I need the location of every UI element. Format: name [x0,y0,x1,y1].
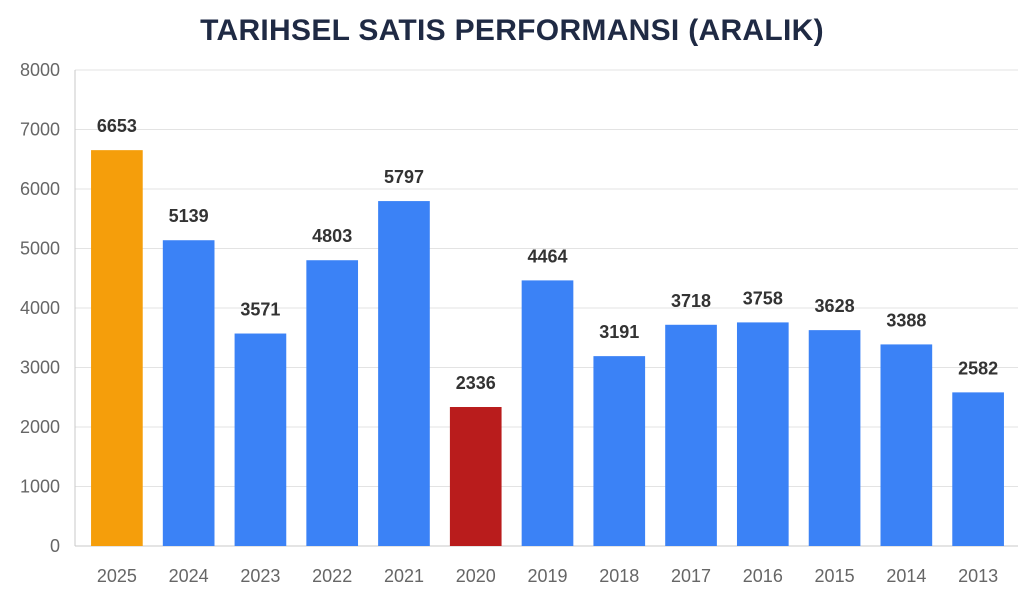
bar-2025 [91,150,143,547]
y-tick-label-7000: 7000 [20,120,60,140]
bar-2015 [808,330,861,546]
bar-2016 [736,322,789,546]
y-tick-label-5000: 5000 [20,239,60,259]
y-tick-label-8000: 8000 [20,60,60,80]
bar-2013 [952,392,1004,546]
x-tick-label-2016: 2016 [743,566,783,586]
x-tick-label-2020: 2020 [456,566,496,586]
bar-2019 [521,280,574,546]
x-tick-label-2024: 2024 [169,566,209,586]
x-tick-label-2017: 2017 [671,566,711,586]
data-label-2018: 3191 [599,322,639,342]
x-tick-label-2018: 2018 [599,566,639,586]
chart-title: TARIHSEL SATIS PERFORMANSI (ARALIK) [200,14,824,47]
data-label-2025: 6653 [97,116,137,136]
x-tick-label-2022: 2022 [312,566,352,586]
x-tick-label-2023: 2023 [240,566,280,586]
y-tick-label-6000: 6000 [20,179,60,199]
bar-2021 [378,201,430,547]
bar-2023 [234,333,287,546]
data-label-2019: 4464 [527,246,567,266]
data-label-2021: 5797 [384,167,424,187]
x-tick-label-2015: 2015 [815,566,855,586]
bar-2022 [306,260,359,546]
data-label-2015: 3628 [815,296,855,316]
data-label-2014: 3388 [886,310,926,330]
data-label-2017: 3718 [671,291,711,311]
bar-2018 [593,356,646,546]
x-tick-label-2021: 2021 [384,566,424,586]
data-label-2023: 3571 [240,300,280,320]
bar-2020 [449,407,502,546]
bar-2024 [162,240,215,547]
x-tick-label-2014: 2014 [886,566,926,586]
bar-2014 [880,344,933,546]
y-tick-label-4000: 4000 [20,298,60,318]
y-tick-label-0: 0 [50,536,60,556]
bar-2017 [665,324,717,546]
data-label-2024: 5139 [169,206,209,226]
data-label-2016: 3758 [743,288,783,308]
x-tick-label-2025: 2025 [97,566,137,586]
data-label-2022: 4803 [312,226,352,246]
y-tick-label-3000: 3000 [20,358,60,378]
data-label-2020: 2336 [456,373,496,393]
x-tick-label-2013: 2013 [958,566,998,586]
y-tick-label-2000: 2000 [20,417,60,437]
data-label-2013: 2582 [958,358,998,378]
x-tick-label-2019: 2019 [527,566,567,586]
y-tick-label-1000: 1000 [20,477,60,497]
